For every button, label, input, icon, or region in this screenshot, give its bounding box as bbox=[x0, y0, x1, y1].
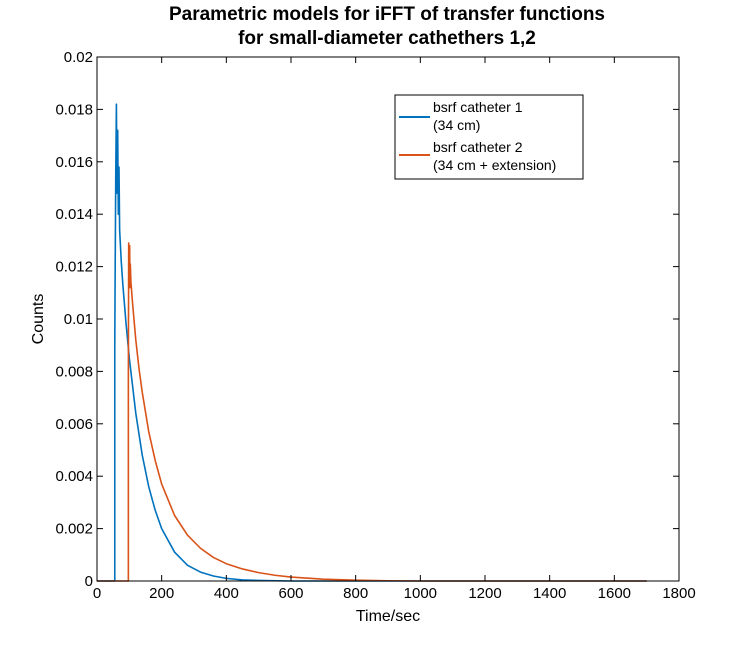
y-tick-label: 0.014 bbox=[55, 206, 93, 223]
x-tick-label: 1400 bbox=[533, 585, 566, 602]
legend: bsrf catheter 1 (34 cm) bsrf catheter 2 … bbox=[394, 94, 584, 180]
plot-area bbox=[97, 57, 679, 581]
legend-entry-series-2-line-2: (34 cm + extension) bbox=[433, 157, 556, 173]
y-axis-label: Counts bbox=[30, 294, 47, 345]
y-tick-label: 0 bbox=[85, 573, 93, 590]
chart-title-line-2: for small-diameter cathethers 1,2 bbox=[238, 28, 536, 49]
y-tick-label: 0.008 bbox=[55, 363, 93, 380]
x-tick-label: 0 bbox=[93, 585, 101, 602]
x-tick-label: 1800 bbox=[662, 585, 695, 602]
y-tick-label: 0.002 bbox=[55, 521, 93, 538]
y-tick-label: 0.02 bbox=[64, 49, 93, 66]
x-tick-label: 1200 bbox=[468, 585, 501, 602]
x-tick-label: 1600 bbox=[598, 585, 631, 602]
x-tick-label: 800 bbox=[343, 585, 368, 602]
y-tick-label: 0.004 bbox=[55, 468, 93, 485]
legend-entry-series-1-line-2: (34 cm) bbox=[433, 117, 480, 133]
x-tick-label: 200 bbox=[149, 585, 174, 602]
y-tick-label: 0.012 bbox=[55, 259, 93, 276]
ticks-layer: 0 200 400 600 800 1000 1200 1400 1600 1800 0 0.002 0… bbox=[55, 49, 695, 602]
x-tick-label: 400 bbox=[214, 585, 239, 602]
y-tick-label: 0.006 bbox=[55, 416, 93, 433]
series-line-2 bbox=[97, 242, 647, 582]
x-tick-label: 1000 bbox=[404, 585, 437, 602]
y-tick-label: 0.018 bbox=[55, 101, 93, 118]
x-axis-label: Time/sec bbox=[356, 608, 420, 625]
legend-box bbox=[394, 94, 584, 180]
y-tick-label: 0.016 bbox=[55, 154, 93, 171]
chart-title-line-1: Parametric models for iFFT of transfer f… bbox=[169, 4, 605, 25]
x-tick-label: 600 bbox=[278, 585, 303, 602]
legend-entry-series-2: bsrf catheter 2 bbox=[433, 139, 523, 155]
legend-entry-series-1: bsrf catheter 1 bbox=[433, 99, 523, 115]
y-tick-label: 0.01 bbox=[64, 311, 93, 328]
